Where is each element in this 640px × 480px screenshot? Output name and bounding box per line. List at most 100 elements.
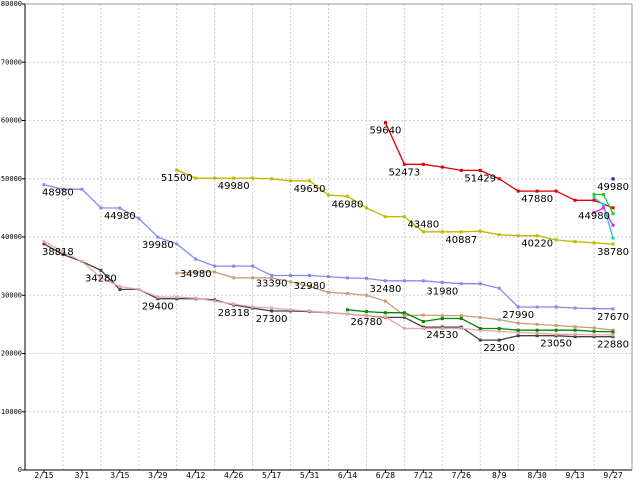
data-point [118, 285, 122, 289]
data-point [345, 194, 349, 198]
data-point [573, 306, 577, 310]
data-point [251, 264, 255, 268]
data-point [516, 331, 520, 335]
data-point [308, 285, 312, 289]
data-point [602, 192, 606, 196]
data-point [611, 242, 615, 246]
data-point [289, 274, 293, 278]
data-point [232, 264, 236, 268]
data-point [402, 311, 406, 315]
data-point [42, 240, 46, 244]
data-point [364, 293, 368, 297]
data-point [175, 271, 179, 275]
data-point [611, 307, 615, 311]
data-label: 49980 [218, 181, 250, 192]
data-point [175, 297, 179, 301]
data-point [611, 333, 615, 337]
data-label: 33390 [256, 279, 288, 290]
data-point [308, 274, 312, 278]
data-point [345, 308, 349, 312]
data-point [232, 276, 236, 280]
data-point [118, 287, 122, 291]
data-label: 26780 [351, 317, 383, 328]
data-point [611, 212, 615, 216]
data-label: 34980 [180, 269, 212, 280]
data-point [251, 305, 255, 309]
data-point [497, 233, 501, 237]
data-point [592, 198, 596, 202]
series-line-4 [176, 169, 614, 245]
data-point [99, 276, 103, 280]
data-point [118, 206, 122, 210]
data-point [99, 268, 103, 272]
data-point [289, 308, 293, 312]
data-point [440, 230, 444, 234]
data-point [289, 179, 293, 183]
data-point [592, 329, 596, 333]
data-point [364, 276, 368, 280]
data-point [270, 309, 274, 313]
data-label: 46980 [332, 199, 364, 210]
data-point [592, 211, 596, 215]
data-point [345, 292, 349, 296]
data-point [61, 252, 65, 256]
data-point [421, 319, 425, 323]
data-point [383, 299, 387, 303]
data-point [516, 234, 520, 238]
data-label: 44980 [104, 211, 136, 222]
x-tick-label: 5/31 [300, 471, 319, 480]
data-point [611, 206, 615, 210]
data-point [459, 317, 463, 321]
data-point [478, 168, 482, 172]
data-point [478, 229, 482, 233]
data-point [213, 299, 217, 303]
data-point [345, 312, 349, 316]
x-tick-label: 5/17 [262, 471, 281, 480]
data-point [42, 242, 46, 246]
data-label: 32480 [370, 284, 402, 295]
data-point [327, 193, 330, 197]
x-tick-label: 6/28 [376, 471, 395, 480]
data-point [573, 198, 577, 202]
x-tick-label: 8/30 [528, 471, 547, 480]
x-tick-label: 6/14 [338, 471, 357, 480]
data-point [478, 282, 482, 286]
data-point [592, 307, 596, 311]
data-point [383, 279, 387, 283]
data-label: 43480 [407, 220, 439, 231]
data-point [573, 328, 577, 332]
data-point [602, 203, 606, 207]
data-point [383, 315, 387, 319]
data-point [535, 322, 539, 326]
data-point [327, 290, 330, 294]
data-point [251, 176, 255, 180]
data-point [364, 206, 368, 210]
data-point [535, 331, 539, 335]
y-axis-tick-labels: 0 10000 20000 30000 40000 50000 60000 70000 8000… [1, 0, 22, 474]
data-label: 27670 [597, 312, 629, 323]
data-point [554, 189, 558, 193]
series-points [42, 121, 615, 342]
series-line-3 [176, 271, 614, 331]
data-point [459, 230, 463, 234]
data-point [194, 296, 198, 300]
data-point [270, 276, 274, 280]
data-point [497, 329, 501, 333]
data-point [137, 287, 141, 291]
data-point [611, 335, 615, 339]
data-point [611, 177, 615, 181]
data-point [156, 235, 160, 239]
data-point [402, 279, 406, 283]
data-point [270, 274, 274, 278]
data-point [554, 305, 558, 309]
data-point [80, 187, 84, 191]
data-point [42, 183, 46, 187]
data-point [611, 328, 615, 332]
data-label: 51500 [161, 173, 193, 184]
data-point [421, 230, 425, 234]
data-point [175, 295, 179, 299]
data-point [459, 314, 463, 318]
y-tick-label: 50000 [1, 175, 22, 183]
x-tick-label: 7/26 [452, 471, 471, 480]
data-point [592, 335, 596, 339]
